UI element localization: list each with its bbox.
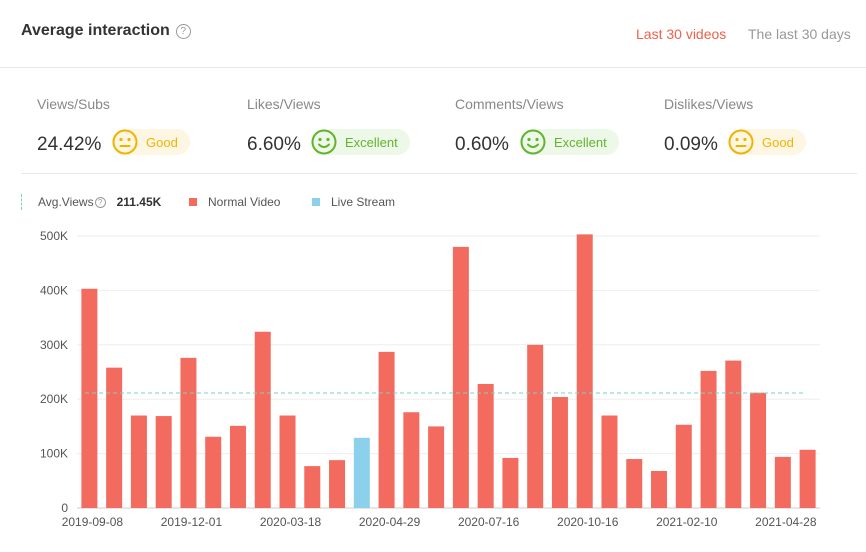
smile-face-icon [520,129,546,155]
bar-normal-video[interactable] [651,471,668,508]
bar-live-stream[interactable] [353,437,370,508]
bar-normal-video[interactable] [576,234,593,509]
rating-text: Excellent [345,134,398,150]
metric-value-views-subs: 24.42% [37,134,102,155]
rating-badge-dislikes-views: Good [728,129,806,155]
rating-text: Good [146,134,178,150]
header: Average interaction ? Last 30 videos The… [0,0,866,68]
rating-text: Excellent [554,134,607,150]
bar-normal-video[interactable] [774,456,791,508]
x-tick-label: 2020-10-16 [557,515,619,529]
metric-label-dislikes-views: Dislikes/Views [664,96,754,112]
metric-label-views-subs: Views/Subs [37,96,110,112]
tab-last-30-videos[interactable]: Last 30 videos [636,26,727,42]
legend-normal-video[interactable]: Normal Video [189,195,280,209]
avg-line-legend-marker [21,194,22,210]
bar-normal-video[interactable] [81,288,98,508]
x-tick-label: 2020-07-16 [458,515,520,529]
metric-label-likes-views: Likes/Views [247,96,321,112]
bar-normal-video[interactable] [502,457,519,508]
x-tick-label: 2019-12-01 [161,515,223,529]
smile-face-icon [311,129,337,155]
neutral-face-icon [112,129,138,155]
avg-views-help-icon[interactable]: ? [94,196,106,208]
bar-normal-video[interactable] [452,246,469,508]
bar-normal-video[interactable] [106,367,123,508]
bar-normal-video[interactable] [700,370,717,508]
x-tick-label: 2019-09-08 [62,515,124,529]
avg-views-value: 211.45K [116,195,162,209]
help-icon[interactable]: ? [175,23,191,39]
bar-normal-video[interactable] [254,331,271,508]
y-tick-label: 0 [61,501,68,515]
metric-value-likes-views: 6.60% [247,134,301,155]
bar-normal-video[interactable] [329,460,346,508]
y-tick-label: 400K [40,283,68,297]
y-tick-label: 100K [40,447,68,461]
y-tick-label: 300K [40,338,68,352]
bar-normal-video[interactable] [279,415,296,508]
y-tick-label: 200K [40,392,68,406]
x-tick-label: 2020-04-29 [359,515,421,529]
bar-normal-video[interactable] [527,344,544,508]
bar-normal-video[interactable] [155,416,172,508]
live-stream-label: Live Stream [331,195,396,209]
bar-normal-video[interactable] [205,436,222,508]
bar-normal-video[interactable] [725,360,742,508]
x-tick-label: 2021-02-10 [656,515,718,529]
bar-normal-video[interactable] [130,415,147,508]
section-title: Average interaction ? [21,22,191,40]
metric-label-comments-views: Comments/Views [455,96,564,112]
avg-views-label: Avg.Views [38,195,94,209]
x-tick-label: 2021-04-28 [755,515,817,529]
rating-text: Good [762,134,794,150]
rating-badge-likes-views: Excellent [311,129,410,155]
bar-normal-video[interactable] [477,383,494,508]
bar-normal-video[interactable] [304,466,321,508]
bar-normal-video[interactable] [626,459,643,508]
bar-normal-video[interactable] [229,425,246,508]
bar-normal-video[interactable] [551,397,568,508]
metric-value-dislikes-views: 0.09% [664,134,718,155]
rating-badge-comments-views: Excellent [520,129,619,155]
legend-avg-views: Avg.Views ? 211.45K [38,195,161,209]
bar-normal-video[interactable] [378,351,395,508]
bar-normal-video[interactable] [675,424,692,508]
bar-normal-video[interactable] [601,415,618,508]
neutral-face-icon [728,129,754,155]
bar-normal-video[interactable] [180,357,197,508]
tab-last-30-days[interactable]: The last 30 days [748,26,851,42]
bar-normal-video[interactable] [428,426,445,508]
y-tick-label: 500K [40,229,68,243]
legend-live-stream[interactable]: Live Stream [312,195,395,209]
divider [21,173,857,174]
rating-badge-views-subs: Good [112,129,190,155]
bar-normal-video[interactable] [403,412,420,508]
x-tick-label: 2020-03-18 [260,515,322,529]
metric-value-comments-views: 0.60% [455,134,509,155]
metrics-row: Views/Subs 24.42% Good Likes/Views 6.60%… [0,68,866,174]
section-title-text: Average interaction [21,22,170,39]
normal-video-swatch [189,198,197,206]
normal-video-label: Normal Video [208,195,281,209]
bar-normal-video[interactable] [750,392,767,508]
live-stream-swatch [312,198,320,206]
bar-normal-video[interactable] [799,449,816,508]
